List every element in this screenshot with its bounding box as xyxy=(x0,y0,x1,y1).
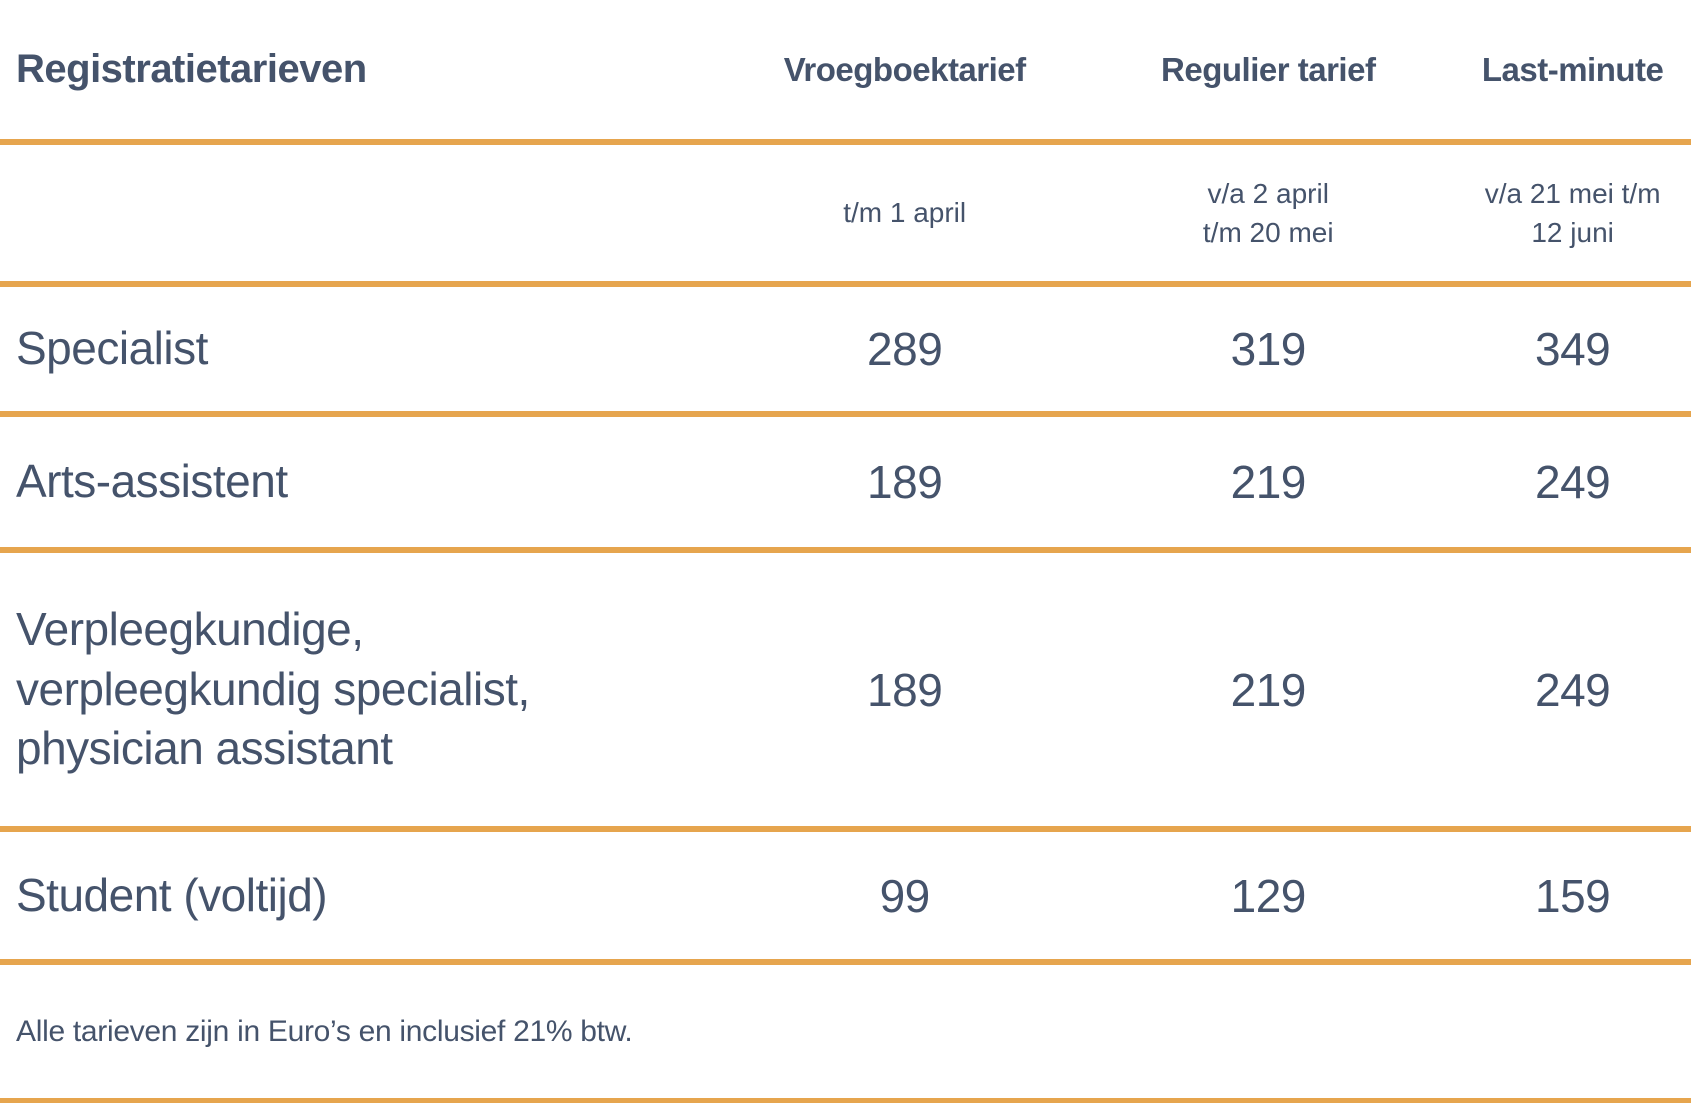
price-vroegboek: 289 xyxy=(867,323,943,375)
price-regulier: 129 xyxy=(1230,869,1307,922)
table-subheader-row: t/m 1 april v/a 2 april t/m 20 mei v/a 2… xyxy=(0,145,1691,287)
price-vroegboek: 189 xyxy=(867,456,943,508)
vat-footnote: Alle tarieven zijn in Euro’s en inclusie… xyxy=(16,1014,633,1048)
price-vroegboek: 99 xyxy=(879,869,931,922)
row-label: Student (voltijd) xyxy=(16,868,328,921)
price-last-minute: 159 xyxy=(1534,869,1611,922)
period-last-minute: v/a 21 mei t/m 12 juni xyxy=(1484,177,1661,248)
table-header-row: Registratietarieven Vroegboektarief Regu… xyxy=(0,0,1691,145)
table-footer-row: Alle tarieven zijn in Euro’s en inclusie… xyxy=(0,965,1691,1098)
price-vroegboek: 189 xyxy=(867,663,943,716)
price-last-minute: 249 xyxy=(1534,456,1611,508)
price-last-minute: 349 xyxy=(1534,323,1611,375)
price-last-minute: 249 xyxy=(1534,663,1611,716)
row-label: Arts-assistent xyxy=(16,455,288,508)
price-regulier: 219 xyxy=(1230,663,1307,716)
table-row-student: Student (voltijd) 99 129 159 xyxy=(0,832,1691,965)
period-regulier-tarief: v/a 2 april t/m 20 mei xyxy=(1202,177,1334,248)
row-label: Verpleegkundige, verpleegkundig speciali… xyxy=(16,602,530,775)
period-vroegboektarief: t/m 1 april xyxy=(843,197,967,229)
row-label: Specialist xyxy=(16,322,208,375)
bottom-accent-line xyxy=(0,1098,1691,1103)
column-header-last-minute: Last-minute xyxy=(1481,50,1664,88)
table-title: Registratietarieven xyxy=(16,47,367,91)
price-regulier: 219 xyxy=(1230,456,1307,508)
column-header-regulier-tarief: Regulier tarief xyxy=(1161,50,1376,88)
price-regulier: 319 xyxy=(1230,323,1307,375)
table-row-verpleegkundige: Verpleegkundige, verpleegkundig speciali… xyxy=(0,553,1691,832)
table-row-arts-assistent: Arts-assistent 189 219 249 xyxy=(0,417,1691,553)
table-row-specialist: Specialist 289 319 349 xyxy=(0,287,1691,417)
column-header-vroegboektarief: Vroegboektarief xyxy=(783,50,1026,88)
